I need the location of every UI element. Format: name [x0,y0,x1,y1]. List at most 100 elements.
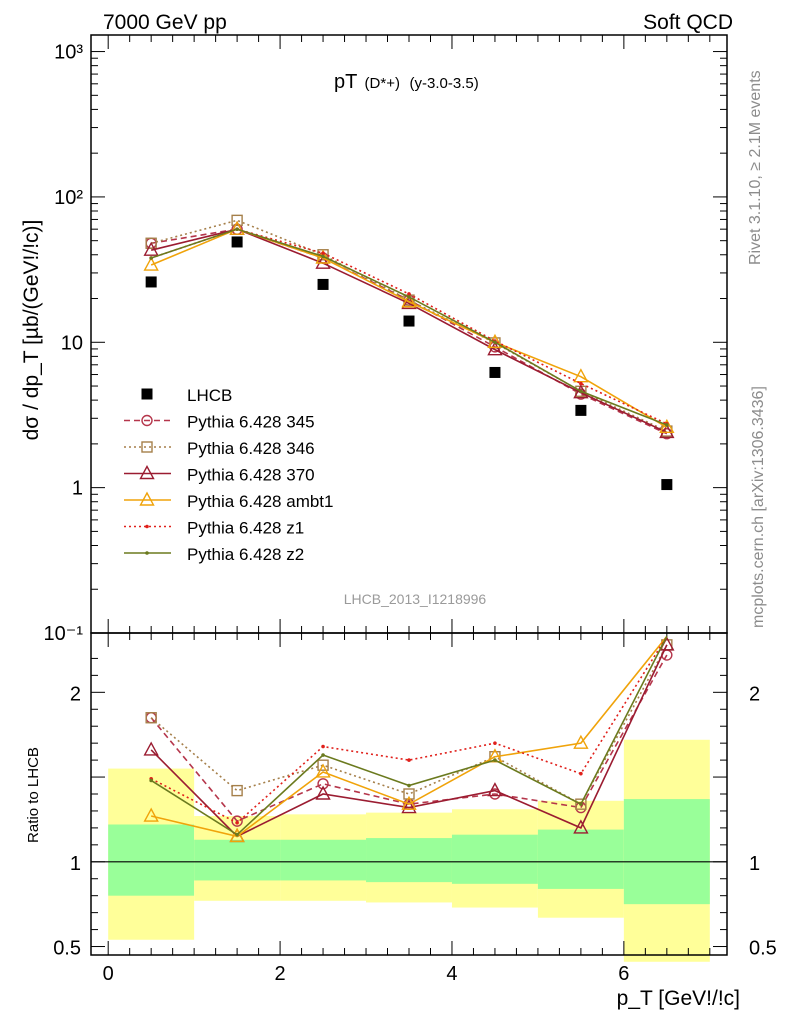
lhcb-data-point [145,276,157,288]
main-series-point [573,384,589,399]
lhcb-data-point [231,236,243,248]
main-series-point [579,389,583,394]
ratio-series-point [579,771,583,776]
legend-marker-3 [139,491,155,506]
lhcb-data-point [403,315,415,327]
plot-title-particle: (D*+) [365,75,400,92]
band-green-2 [280,839,367,881]
ratio-series-point [321,753,325,757]
band-green-5 [537,829,624,889]
main-y-tick-label: 1 [72,478,83,500]
legend-marker-0 [141,414,153,427]
ratio-y-tick-label-right: 0.5 [749,938,777,960]
ratio-y-tick-label-right: 1 [749,853,760,875]
x-axis-label: p_T [GeV!/!c] [617,987,740,1010]
ratio-series-point [493,758,497,762]
main-series-point [149,256,153,260]
x-tick-label: 6 [618,963,629,985]
ratio-series-point [149,778,153,783]
ratio-series-point [145,712,157,724]
legend-marker-4 [145,524,149,529]
ratio-series-point [143,741,159,756]
x-tick-label: 0 [103,963,114,985]
band-green-3 [366,838,452,883]
ratio-series-point [487,782,503,797]
ratio-series-point [235,821,239,825]
ratio-plot-frame [90,632,728,956]
ratio-series-point [229,827,245,843]
ratio-series-point [493,741,497,745]
legend-marker-5 [145,551,149,555]
legend-label-3: Pythia 6.428 ambt1 [187,492,333,511]
main-series-point [315,254,331,269]
legend-marker-2 [139,465,155,480]
ratio-series-line-4 [150,635,668,824]
main-series-point [407,295,411,299]
ratio-series-point [315,763,331,778]
lhcb-data-point [489,366,501,378]
legend: LHCB Pythia 6.428 345 Pythia 6.428 346 Pyth… [124,386,333,564]
main-y-tick-label: 10² [54,187,83,209]
x-tick-label: 2 [275,963,286,985]
main-series-point [659,423,675,439]
plot-title-main: pT [334,71,357,93]
band-green-6 [623,799,710,905]
main-series-point [231,214,243,227]
lhcb-data-point [317,278,329,290]
main-series-point [579,381,583,386]
ratio-series-point [317,778,329,790]
main-series-point [321,254,325,259]
legend-label-2: Pythia 6.428 370 [187,466,315,485]
band-green-1 [194,839,281,881]
header-right: Soft QCD [643,11,733,34]
ratio-series-point [573,819,589,834]
main-series-point [665,423,669,427]
ratio-series-point [579,802,583,806]
side-label-rivet: Rivet 3.1.10, ≥ 2.1M events [747,70,764,265]
ratio-y-tick-label-left: 1 [70,853,81,875]
ratio-y-tick-label-left: 0.5 [53,938,81,960]
main-y-tick-label: 10 [61,332,83,354]
plot-title-range: (y-3.0-3.5) [410,75,479,92]
main-series-point [145,237,157,249]
main-series-point [573,368,589,383]
data-marks [143,214,675,843]
main-series-point [143,256,159,271]
main-series-point [143,241,159,256]
main-series-point [493,340,497,345]
legend-label-5: Pythia 6.428 z2 [187,545,304,564]
legend-marker-lhcb [141,388,153,400]
ratio-uncertainty-bands [91,739,727,962]
band-green-0 [108,824,195,896]
ratio-series-point [407,758,411,762]
ratio-series-point [575,798,587,810]
ratio-y-axis-label: Ratio to LHCB [25,747,42,843]
main-series-point [401,293,417,308]
legend-label-4: Pythia 6.428 z1 [187,519,304,538]
lhcb-data-point [575,404,587,416]
ratio-series-point [315,785,331,800]
ratio-series-point [573,734,589,749]
x-tick-label: 4 [446,963,457,985]
main-y-axis-label: dσ / dp_T [µb/(GeV!/!c)] [20,220,43,441]
main-series-point [659,418,675,434]
plot-title: pT (D*+) (y-3.0-3.5) [334,71,479,93]
legend-label-0: Pythia 6.428 345 [187,413,315,432]
ratio-series-point [321,744,325,749]
ratio-series-point [143,807,159,822]
ratio-y-tick-label-left: 2 [70,683,81,705]
main-y-tick-label: 10³ [54,42,83,64]
ratio-series-point [403,788,415,800]
main-series-point [407,292,411,296]
main-plot-frame [90,34,728,634]
ratio-series-point [407,783,411,788]
ratio-series-point [401,795,417,810]
ratio-series-line-1 [150,644,668,806]
watermark-label: LHCB_2013_I1218996 [344,591,487,607]
main-series-line-0 [151,228,668,435]
ratio-series-point [231,784,243,797]
main-series-point [235,227,239,231]
legend-marker-1 [141,441,153,453]
main-y-tick-label: 10⁻¹ [44,623,84,645]
